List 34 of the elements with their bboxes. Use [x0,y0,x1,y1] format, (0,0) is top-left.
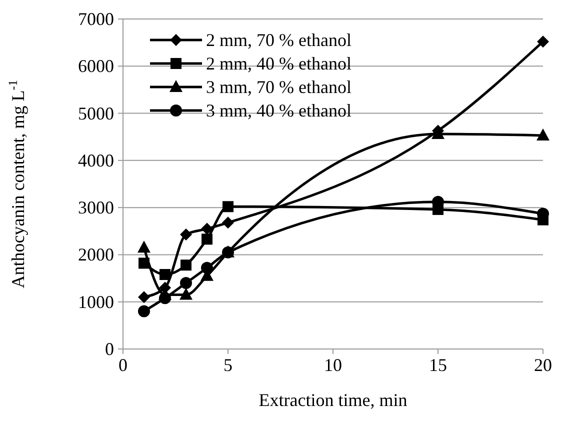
y-tick-label: 7000 [78,9,114,29]
x-axis-title: Extraction time, min [258,390,408,410]
point [201,262,213,274]
point [202,234,212,245]
point [222,216,234,229]
point [180,228,192,240]
legend-label: 2 mm, 40 % ethanol [206,54,352,74]
x-tick-label: 0 [118,355,128,375]
point [222,201,234,212]
y-tick-label: 4000 [78,150,114,170]
y-tick-label: 2000 [78,244,114,265]
point [160,269,170,280]
legend-label: 3 mm, 70 % ethanol [206,77,352,97]
legend-label: 2 mm, 70 % ethanol [206,30,352,50]
y-tick-label: 0 [105,339,114,359]
x-tick-label: 15 [429,355,447,375]
point [180,288,192,300]
x-tick-label: 20 [534,355,552,375]
point [138,291,150,304]
point [138,305,150,318]
point [201,222,213,235]
y-tick-label: 3000 [78,198,114,218]
legend-label: 3 mm, 40 % ethanol [206,100,352,120]
point [159,292,171,304]
point [180,277,192,289]
point [180,260,192,271]
y-tick-label: 6000 [78,56,114,76]
x-tick-label: 10 [324,355,342,375]
point [138,240,150,253]
point [536,128,550,140]
x-tick-label: 5 [224,355,232,375]
point [537,36,549,48]
y-tick-label: 5000 [78,103,114,124]
y-tick-label: 1000 [78,292,114,312]
